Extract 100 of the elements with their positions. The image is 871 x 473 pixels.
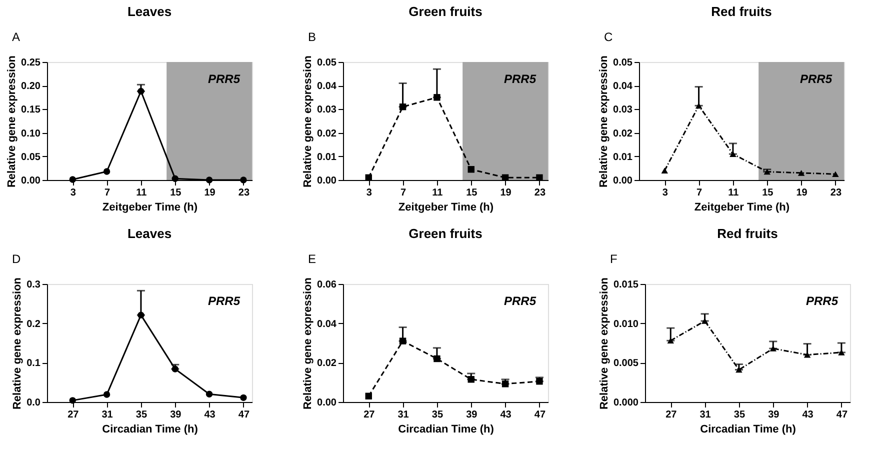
annotation: PRR5 bbox=[504, 72, 536, 86]
y-tick-label: 0.04 bbox=[613, 81, 633, 92]
text: B bbox=[308, 30, 316, 44]
x-tick-label: 31 bbox=[398, 410, 410, 420]
chart-title: Green fruits bbox=[408, 226, 482, 241]
y-tick-label: 0.05 bbox=[613, 58, 633, 68]
point bbox=[804, 352, 811, 358]
point bbox=[240, 176, 247, 184]
x-axis-title: Zeitgeber Time (h) bbox=[694, 202, 790, 214]
y-tick-label: 0.15 bbox=[21, 104, 41, 116]
y-axis-title: Relative gene expression bbox=[6, 55, 18, 188]
point bbox=[764, 168, 770, 175]
x-tick-label: 31 bbox=[700, 410, 712, 420]
y-tick-label: 0.00 bbox=[317, 398, 337, 408]
x-tick-label: 15 bbox=[170, 188, 182, 198]
x-tick-label: 3 bbox=[662, 188, 668, 198]
point bbox=[434, 94, 440, 101]
chart-title: Leaves bbox=[127, 226, 172, 241]
x-tick-label: 15 bbox=[466, 188, 478, 198]
point bbox=[206, 390, 213, 398]
point bbox=[206, 176, 213, 184]
point bbox=[138, 88, 144, 95]
x-tick-label: 27 bbox=[364, 410, 376, 420]
y-axis-title: Relative gene expression bbox=[302, 55, 314, 188]
y-tick-label: 0.03 bbox=[613, 104, 633, 116]
point bbox=[468, 376, 474, 383]
chart-title: Red fruits bbox=[711, 4, 772, 19]
point bbox=[661, 168, 668, 174]
x-tick-label: 11 bbox=[432, 188, 444, 198]
x-tick-label: 7 bbox=[400, 188, 407, 198]
x-tick-label: 19 bbox=[204, 188, 216, 198]
y-tick-label: 0.2 bbox=[26, 318, 41, 330]
point bbox=[172, 175, 178, 182]
y-tick-label: 0.20 bbox=[21, 81, 41, 92]
y-tick-label: 0.3 bbox=[26, 280, 41, 290]
y-axis-title: Relative gene expression bbox=[302, 277, 314, 410]
x-tick-label: 15 bbox=[762, 188, 774, 198]
annotation: PRR5 bbox=[800, 72, 832, 86]
x-axis-title: Circadian Time (h) bbox=[102, 424, 198, 436]
y-tick-label: 0.10 bbox=[21, 128, 41, 140]
x-tick-label: 11 bbox=[728, 188, 740, 198]
x-tick-label: 43 bbox=[204, 410, 216, 420]
chart-title: Green fruits bbox=[408, 4, 482, 19]
x-tick-label: 11 bbox=[136, 188, 148, 198]
y-tick-label: 0.005 bbox=[613, 358, 639, 370]
y-tick-label: 0.04 bbox=[317, 318, 337, 330]
x-tick-label: 19 bbox=[796, 188, 808, 198]
x-axis-title: Circadian Time (h) bbox=[398, 424, 494, 436]
text: D bbox=[12, 252, 21, 266]
y-tick-label: 0.06 bbox=[317, 280, 337, 290]
y-tick-label: 0.02 bbox=[317, 358, 337, 370]
y-tick-label: 0.05 bbox=[21, 152, 41, 163]
text: E bbox=[308, 252, 316, 266]
y-tick-label: 0.03 bbox=[317, 104, 337, 116]
annotation: PRR5 bbox=[504, 294, 536, 308]
x-tick-label: 35 bbox=[734, 410, 746, 420]
x-tick-label: 23 bbox=[534, 188, 546, 198]
y-tick-label: 0.01 bbox=[317, 152, 337, 163]
point bbox=[536, 378, 543, 385]
y-tick-label: 0.04 bbox=[317, 81, 337, 92]
x-tick-label: 43 bbox=[500, 410, 512, 420]
point bbox=[69, 176, 76, 183]
y-tick-label: 0.00 bbox=[317, 176, 337, 186]
x-tick-label: 19 bbox=[500, 188, 512, 198]
x-tick-label: 47 bbox=[836, 410, 848, 420]
x-axis-title: Zeitgeber Time (h) bbox=[102, 202, 198, 214]
y-tick-label: 0.1 bbox=[26, 358, 41, 370]
point bbox=[695, 102, 702, 109]
point bbox=[399, 103, 406, 110]
point bbox=[103, 391, 110, 398]
annotation: PRR5 bbox=[208, 294, 240, 308]
y-axis-title: Relative gene expression bbox=[598, 55, 610, 188]
text: C bbox=[604, 30, 613, 44]
point bbox=[240, 394, 247, 402]
point bbox=[502, 380, 509, 388]
point bbox=[502, 174, 509, 181]
x-tick-label: 47 bbox=[534, 410, 546, 420]
y-tick-label: 0.000 bbox=[613, 398, 639, 408]
x-tick-label: 3 bbox=[366, 188, 372, 198]
point bbox=[832, 171, 839, 178]
x-tick-label: 39 bbox=[768, 410, 780, 420]
x-tick-label: 23 bbox=[830, 188, 842, 198]
point bbox=[365, 174, 372, 181]
y-tick-label: 0.25 bbox=[21, 58, 41, 68]
point bbox=[69, 397, 76, 404]
point bbox=[103, 168, 110, 175]
point bbox=[536, 174, 543, 181]
annotation: PRR5 bbox=[208, 72, 240, 86]
x-tick-label: 3 bbox=[70, 188, 76, 198]
x-tick-label: 31 bbox=[102, 410, 114, 420]
y-tick-label: 0.02 bbox=[317, 128, 337, 140]
point bbox=[667, 338, 674, 344]
point bbox=[736, 366, 742, 373]
point bbox=[399, 338, 406, 344]
x-tick-label: 35 bbox=[136, 410, 148, 420]
point bbox=[172, 366, 178, 372]
annotation: PRR5 bbox=[806, 294, 838, 308]
x-tick-label: 27 bbox=[666, 410, 678, 420]
x-tick-label: 7 bbox=[104, 188, 111, 198]
chart-title: Leaves bbox=[127, 4, 172, 19]
